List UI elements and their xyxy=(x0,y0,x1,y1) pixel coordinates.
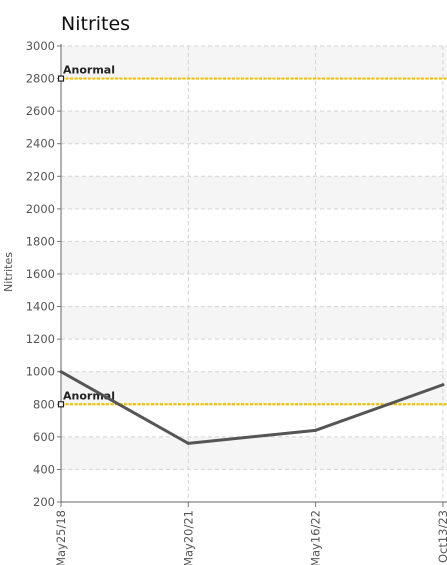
x-tick-label: May16/22 xyxy=(309,510,323,565)
y-tick-label: 200 xyxy=(33,495,55,509)
y-tick-label: 3000 xyxy=(26,39,55,53)
x-axis-ticks: May25/18 May20/21 May16/22 Oct13/23 xyxy=(54,502,447,565)
y-tick-label: 1000 xyxy=(26,365,55,379)
x-tick-label: May25/18 xyxy=(54,510,68,565)
grid-band xyxy=(61,436,447,470)
grid-band xyxy=(61,46,447,79)
y-tick-label: 400 xyxy=(33,462,55,476)
axes xyxy=(60,44,447,503)
y-tick-label: 1200 xyxy=(26,332,55,346)
grid-band xyxy=(61,241,447,274)
threshold-marker xyxy=(57,75,65,82)
y-tick-label: 2000 xyxy=(26,202,55,216)
y-tick-label: 2200 xyxy=(26,169,55,183)
y-axis-label: Nitrites xyxy=(2,252,15,292)
grid-band xyxy=(61,371,447,405)
threshold-lines: Anormal Anormal xyxy=(57,64,447,408)
y-tick-label: 2600 xyxy=(26,104,55,118)
threshold-label: Anormal xyxy=(63,389,115,402)
y-tick-label: 800 xyxy=(33,397,55,411)
grid-band xyxy=(61,306,447,340)
data-point xyxy=(441,383,445,387)
y-tick-label: 2800 xyxy=(26,72,55,86)
background-bands xyxy=(61,46,447,470)
data-point xyxy=(59,370,63,374)
data-point xyxy=(314,428,318,432)
y-tick-label: 1800 xyxy=(26,234,55,248)
x-tick-label: Oct13/23 xyxy=(436,510,447,563)
y-tick-label: 1400 xyxy=(26,300,55,314)
series-line xyxy=(59,370,445,445)
y-tick-label: 1600 xyxy=(26,267,55,281)
y-tick-label: 2400 xyxy=(26,137,55,151)
threshold-marker xyxy=(57,401,65,408)
threshold-label: Anormal xyxy=(63,64,115,77)
chart-title: Nitrites xyxy=(61,13,130,35)
series-layer xyxy=(59,370,445,445)
data-point xyxy=(186,441,190,445)
grid-band xyxy=(61,176,447,209)
x-tick-label: May20/21 xyxy=(181,510,195,565)
y-axis-ticks: 200 400 600 800 1000 1200 1400 1600 1800 2000 2200… xyxy=(26,39,61,509)
y-tick-label: 600 xyxy=(33,430,55,444)
grid-band xyxy=(61,111,447,144)
